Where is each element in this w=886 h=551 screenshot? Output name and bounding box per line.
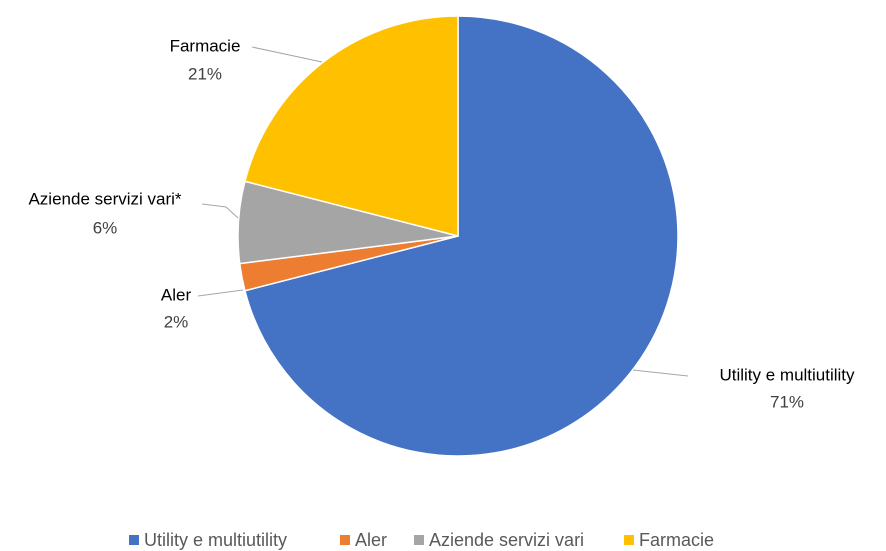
data-label-value: 6% bbox=[93, 218, 118, 237]
data-label-value: 2% bbox=[164, 312, 189, 331]
leader-line bbox=[251, 46, 323, 63]
pie-slice bbox=[243, 15, 459, 237]
legend-label: Utility e multiutility bbox=[144, 530, 287, 550]
leader-line bbox=[197, 289, 244, 297]
data-label-name: Utility e multiutility bbox=[719, 365, 855, 384]
data-label-name: Aler bbox=[161, 285, 192, 304]
leader-line bbox=[201, 203, 239, 219]
legend-swatch bbox=[624, 535, 634, 545]
legend-label: Farmacie bbox=[639, 530, 714, 550]
legend-swatch bbox=[129, 535, 139, 545]
legend-swatch bbox=[414, 535, 424, 545]
legend-label: Aler bbox=[355, 530, 387, 550]
legend-swatch bbox=[340, 535, 350, 545]
data-label-name: Aziende servizi vari* bbox=[28, 189, 181, 208]
data-label-value: 71% bbox=[770, 392, 804, 411]
leader-line bbox=[632, 369, 689, 377]
data-label-name: Farmacie bbox=[170, 36, 241, 55]
data-label-value: 21% bbox=[188, 64, 222, 83]
legend-label: Aziende servizi vari bbox=[429, 530, 584, 550]
pie-slice bbox=[243, 15, 679, 457]
